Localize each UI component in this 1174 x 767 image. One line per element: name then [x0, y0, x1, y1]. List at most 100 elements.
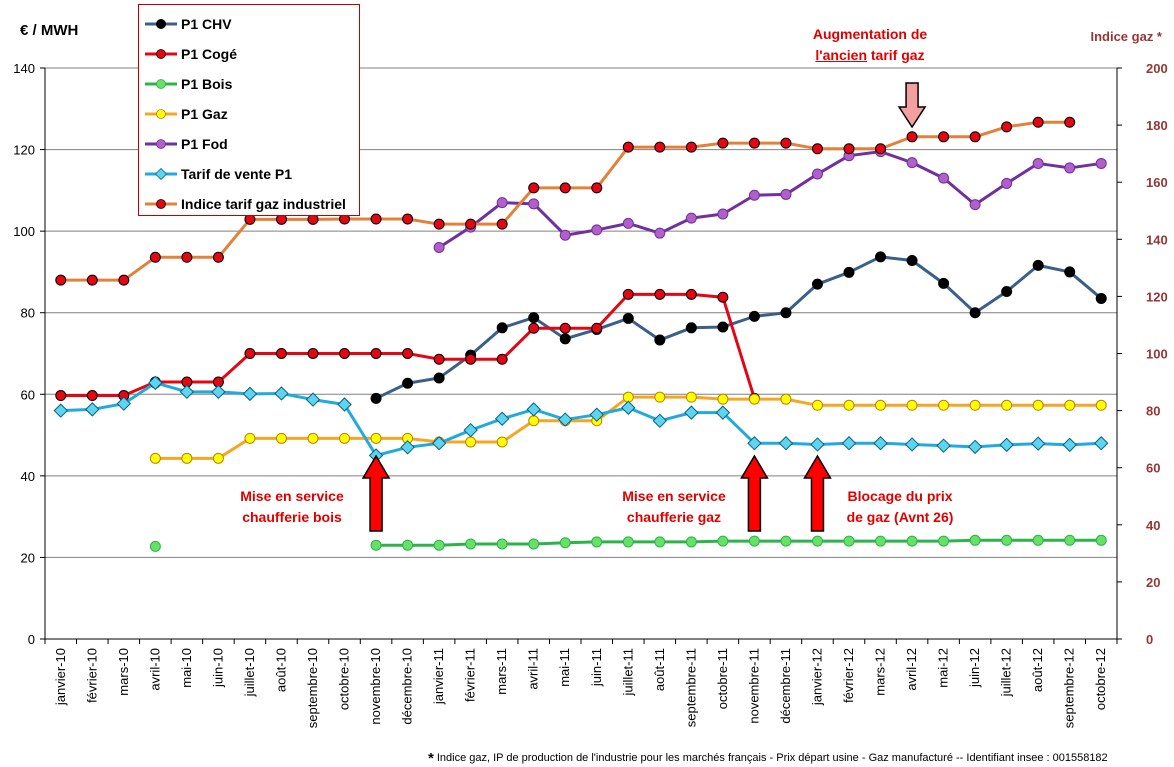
data-point: [1094, 436, 1109, 451]
data-point: [780, 188, 792, 200]
data-point: [717, 291, 729, 303]
y-right-tick-label: 80: [1146, 404, 1160, 419]
data-point: [748, 137, 760, 149]
data-point: [622, 217, 634, 229]
data-point: [370, 392, 382, 404]
data-point: [496, 353, 508, 365]
data-point: [558, 412, 573, 427]
data-point: [810, 437, 825, 452]
y-left-tick-label: 20: [21, 550, 35, 565]
data-point: [684, 405, 699, 420]
data-point: [1064, 162, 1076, 174]
data-point: [526, 402, 541, 417]
y-right-tick-label: 0: [1146, 632, 1153, 647]
data-point: [244, 348, 256, 359]
data-point: [528, 312, 540, 324]
data-point: [904, 437, 920, 452]
data-point: [748, 393, 760, 405]
x-tick-label: avril-12: [904, 648, 919, 691]
y-left-tick-label: 80: [21, 306, 35, 321]
data-point: [841, 436, 857, 451]
data-point: [622, 536, 634, 548]
annotation-blocage-prix-line2: de gaz (Avnt 26): [846, 509, 954, 525]
data-point: [118, 274, 130, 286]
annotation-augmentation: Augmentation de l'ancien tarif gaz: [800, 24, 940, 66]
data-point: [811, 278, 823, 290]
data-point: [875, 399, 887, 411]
x-tick-label: octobre-11: [715, 648, 730, 709]
x-tick-label: septembre-12: [1062, 648, 1077, 728]
data-point: [431, 436, 447, 451]
data-point: [528, 538, 540, 550]
data-point: [748, 535, 760, 547]
y-left-tick-label: 0: [28, 632, 35, 647]
y-right-tick-label: 140: [1146, 232, 1168, 247]
y-left-tick-label: 40: [21, 469, 35, 484]
data-point: [528, 415, 540, 427]
data-point: [1064, 266, 1076, 278]
x-tick-label: juin-11: [589, 648, 604, 687]
data-point: [433, 353, 445, 365]
y-right-tick-label: 100: [1146, 347, 1168, 362]
data-point: [370, 213, 382, 225]
data-point: [496, 436, 508, 448]
x-tick-label: mars-10: [116, 648, 131, 696]
data-point: [179, 384, 195, 400]
legend-item-p1-bois: P1 Bois: [145, 74, 232, 94]
y-axis-left-ticks: 0 20 40 60 80 100 120 140: [13, 61, 45, 647]
data-point: [275, 348, 287, 359]
x-tick-label: mars-11: [494, 648, 509, 695]
data-point: [402, 348, 414, 359]
data-point: [402, 539, 414, 551]
data-point: [559, 322, 571, 334]
arrow-chaufferie-bois: [361, 454, 391, 532]
data-point: [1064, 399, 1076, 411]
data-point: [433, 241, 445, 253]
arrow-chaufferie-gaz: [740, 454, 769, 532]
legend-item-p1-gaz: P1 Gaz: [145, 104, 228, 124]
data-point: [843, 143, 855, 155]
data-point: [938, 535, 950, 547]
data-point: [86, 274, 98, 286]
data-point: [1032, 157, 1044, 169]
data-point: [148, 375, 163, 391]
data-point: [465, 218, 477, 230]
data-point: [654, 141, 666, 153]
data-point: [465, 436, 477, 448]
y-left-tick-label: 60: [21, 387, 35, 402]
data-point: [275, 432, 287, 444]
data-point: [1095, 157, 1107, 169]
annotation-chaufferie-bois-line2: chaufferie bois: [242, 509, 342, 525]
legend-label-p1-bois: P1 Bois: [181, 76, 233, 92]
x-tick-label: janvier-10: [53, 648, 68, 706]
data-point: [402, 213, 414, 225]
x-tick-label: février-11: [463, 648, 478, 702]
data-point: [55, 274, 67, 286]
x-tick-label: avril-10: [147, 648, 162, 691]
x-tick-label: mars-12: [873, 648, 888, 696]
y-axis-right-ticks: 0 20 40 60 80 100 120 140 160 180 200: [1117, 61, 1168, 647]
data-point: [307, 348, 319, 359]
data-point: [938, 131, 950, 143]
data-point: [938, 172, 950, 184]
data-point: [496, 322, 508, 334]
y-right-tick-label: 60: [1146, 461, 1160, 476]
data-point: [811, 168, 823, 180]
data-point: [715, 405, 731, 420]
data-point: [1064, 116, 1076, 128]
data-point: [875, 535, 887, 547]
data-point: [433, 372, 445, 384]
data-point: [116, 396, 132, 411]
y-right-tick-label: 120: [1146, 289, 1168, 304]
data-point: [717, 208, 729, 220]
data-point: [875, 143, 887, 155]
data-point: [1095, 292, 1107, 304]
data-point: [400, 440, 415, 455]
legend-swatch-p1-chv: [145, 19, 177, 29]
data-point: [181, 251, 193, 263]
data-point: [465, 538, 477, 550]
data-point: [559, 182, 571, 194]
data-point: [307, 432, 319, 444]
data-point: [906, 157, 918, 169]
x-tick-label: octobre-12: [1093, 648, 1108, 710]
